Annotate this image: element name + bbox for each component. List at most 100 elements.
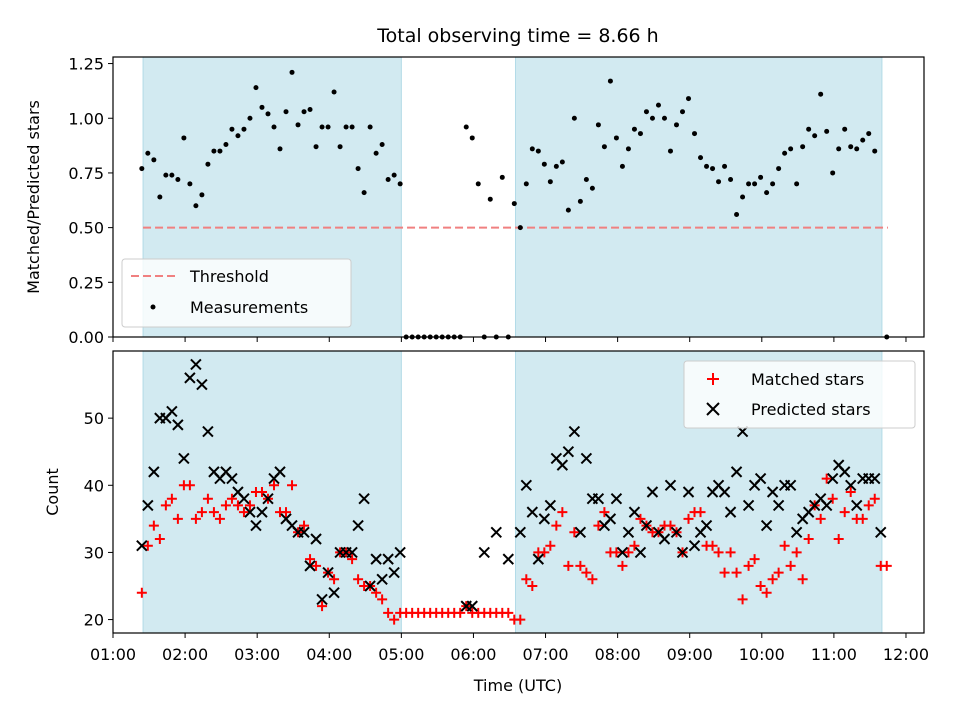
x-tick-label: 05:00 bbox=[378, 645, 424, 664]
predicted-star-point bbox=[328, 587, 340, 599]
predicted-star-point bbox=[304, 560, 316, 572]
matched-star-point bbox=[154, 534, 165, 544]
legend-measurements-label: Measurements bbox=[190, 298, 308, 317]
predicted-star-point bbox=[166, 405, 178, 418]
measurement-point bbox=[193, 203, 199, 209]
measurement-point bbox=[349, 124, 355, 130]
measurement-point bbox=[589, 185, 595, 191]
predicted-star-point bbox=[658, 533, 671, 545]
predicted-star-point bbox=[838, 466, 851, 478]
matched-star-point bbox=[743, 560, 754, 571]
matched-star-point bbox=[287, 480, 298, 491]
measurement-point bbox=[836, 146, 842, 152]
matched-star-point bbox=[761, 587, 772, 598]
predicted-star-point bbox=[646, 486, 659, 498]
matched-star-point bbox=[737, 594, 748, 605]
chart-title: Total observing time = 8.66 h bbox=[376, 25, 658, 47]
matched-star-point bbox=[593, 520, 604, 531]
predicted-star-point bbox=[604, 513, 617, 525]
predicted-star-point bbox=[514, 526, 527, 538]
predicted-star-point bbox=[634, 546, 647, 559]
matched-star-point bbox=[160, 500, 171, 511]
matched-star-point bbox=[839, 507, 850, 518]
top-legend: Threshold Measurements bbox=[121, 258, 352, 328]
measurement-point bbox=[619, 163, 625, 169]
predicted-star-point bbox=[376, 573, 388, 585]
y-tick-label: 0.75 bbox=[68, 164, 104, 183]
predicted-star-point bbox=[190, 358, 202, 371]
measurement-point bbox=[295, 122, 301, 128]
matched-star-point bbox=[635, 513, 646, 524]
y-tick-label: 0.25 bbox=[68, 273, 104, 292]
measurement-point bbox=[830, 170, 836, 176]
matched-star-point bbox=[184, 480, 195, 491]
y-tick-label: 40 bbox=[84, 476, 104, 495]
y-tick-label: 50 bbox=[84, 409, 104, 428]
measurement-point bbox=[499, 174, 505, 180]
predicted-star-point bbox=[664, 479, 677, 491]
measurement-point bbox=[511, 201, 517, 207]
measurement-point bbox=[463, 124, 469, 130]
predicted-star-point bbox=[610, 493, 623, 505]
measurement-point bbox=[289, 69, 295, 75]
matched-star-point bbox=[190, 513, 201, 524]
x-tick-label: 07:00 bbox=[522, 645, 568, 664]
x-axis-label: Time (UTC) bbox=[473, 676, 562, 695]
legend-predicted-swatch bbox=[706, 402, 720, 416]
matched-star-point bbox=[731, 567, 742, 578]
matched-star-point bbox=[455, 607, 466, 618]
matched-star-point bbox=[833, 534, 844, 544]
y-tick-label: 30 bbox=[84, 543, 104, 562]
measurement-point bbox=[782, 150, 788, 156]
measurement-point bbox=[661, 115, 667, 121]
measurement-point bbox=[331, 89, 337, 95]
predicted-star-point bbox=[682, 486, 695, 498]
y-tick-label: 1.00 bbox=[68, 109, 104, 128]
predicted-star-point bbox=[316, 593, 328, 606]
measurement-point bbox=[361, 190, 367, 196]
measurement-point bbox=[613, 135, 619, 141]
measurement-point bbox=[734, 212, 740, 217]
measurement-point bbox=[758, 174, 764, 180]
measurement-point bbox=[337, 144, 343, 150]
measurement-point bbox=[379, 142, 385, 147]
matched-star-point bbox=[845, 487, 856, 497]
bottom-legend: Matched stars Predicted stars bbox=[683, 360, 916, 429]
predicted-star-point bbox=[250, 519, 262, 532]
predicted-star-point bbox=[346, 546, 358, 559]
predicted-star-point bbox=[142, 499, 154, 512]
matched-star-point bbox=[268, 480, 279, 491]
predicted-star-point bbox=[520, 479, 533, 491]
predicted-star-point bbox=[820, 499, 833, 512]
measurement-point bbox=[746, 181, 752, 187]
measurement-point bbox=[523, 181, 529, 187]
measurement-point bbox=[145, 150, 151, 156]
predicted-star-point bbox=[478, 546, 490, 559]
predicted-star-point bbox=[640, 519, 653, 532]
matched-star-point bbox=[521, 574, 532, 585]
matched-star-point bbox=[371, 587, 382, 598]
measurement-point bbox=[139, 166, 145, 172]
measurement-point bbox=[704, 163, 710, 169]
predicted-star-point bbox=[724, 506, 737, 518]
predicted-star-point bbox=[700, 519, 713, 532]
x-tick-label: 04:00 bbox=[306, 645, 352, 664]
measurement-point bbox=[355, 166, 361, 172]
measurement-point bbox=[595, 122, 601, 128]
x-tick-label: 01:00 bbox=[90, 645, 136, 664]
measurement-point bbox=[175, 177, 181, 182]
top-legend-box bbox=[121, 258, 352, 328]
y-tick-label: 0.50 bbox=[68, 219, 104, 238]
measurement-point bbox=[265, 111, 271, 117]
predicted-star-point bbox=[670, 526, 683, 538]
predicted-star-point bbox=[178, 452, 190, 465]
predicted-star-point bbox=[718, 486, 731, 498]
matched-star-point bbox=[599, 507, 610, 518]
predicted-star-point bbox=[490, 526, 502, 538]
matched-star-point bbox=[353, 574, 364, 585]
measurement-point bbox=[854, 146, 860, 152]
matched-star-point bbox=[503, 607, 514, 618]
predicted-star-point bbox=[676, 546, 689, 559]
predicted-star-point bbox=[760, 519, 773, 532]
